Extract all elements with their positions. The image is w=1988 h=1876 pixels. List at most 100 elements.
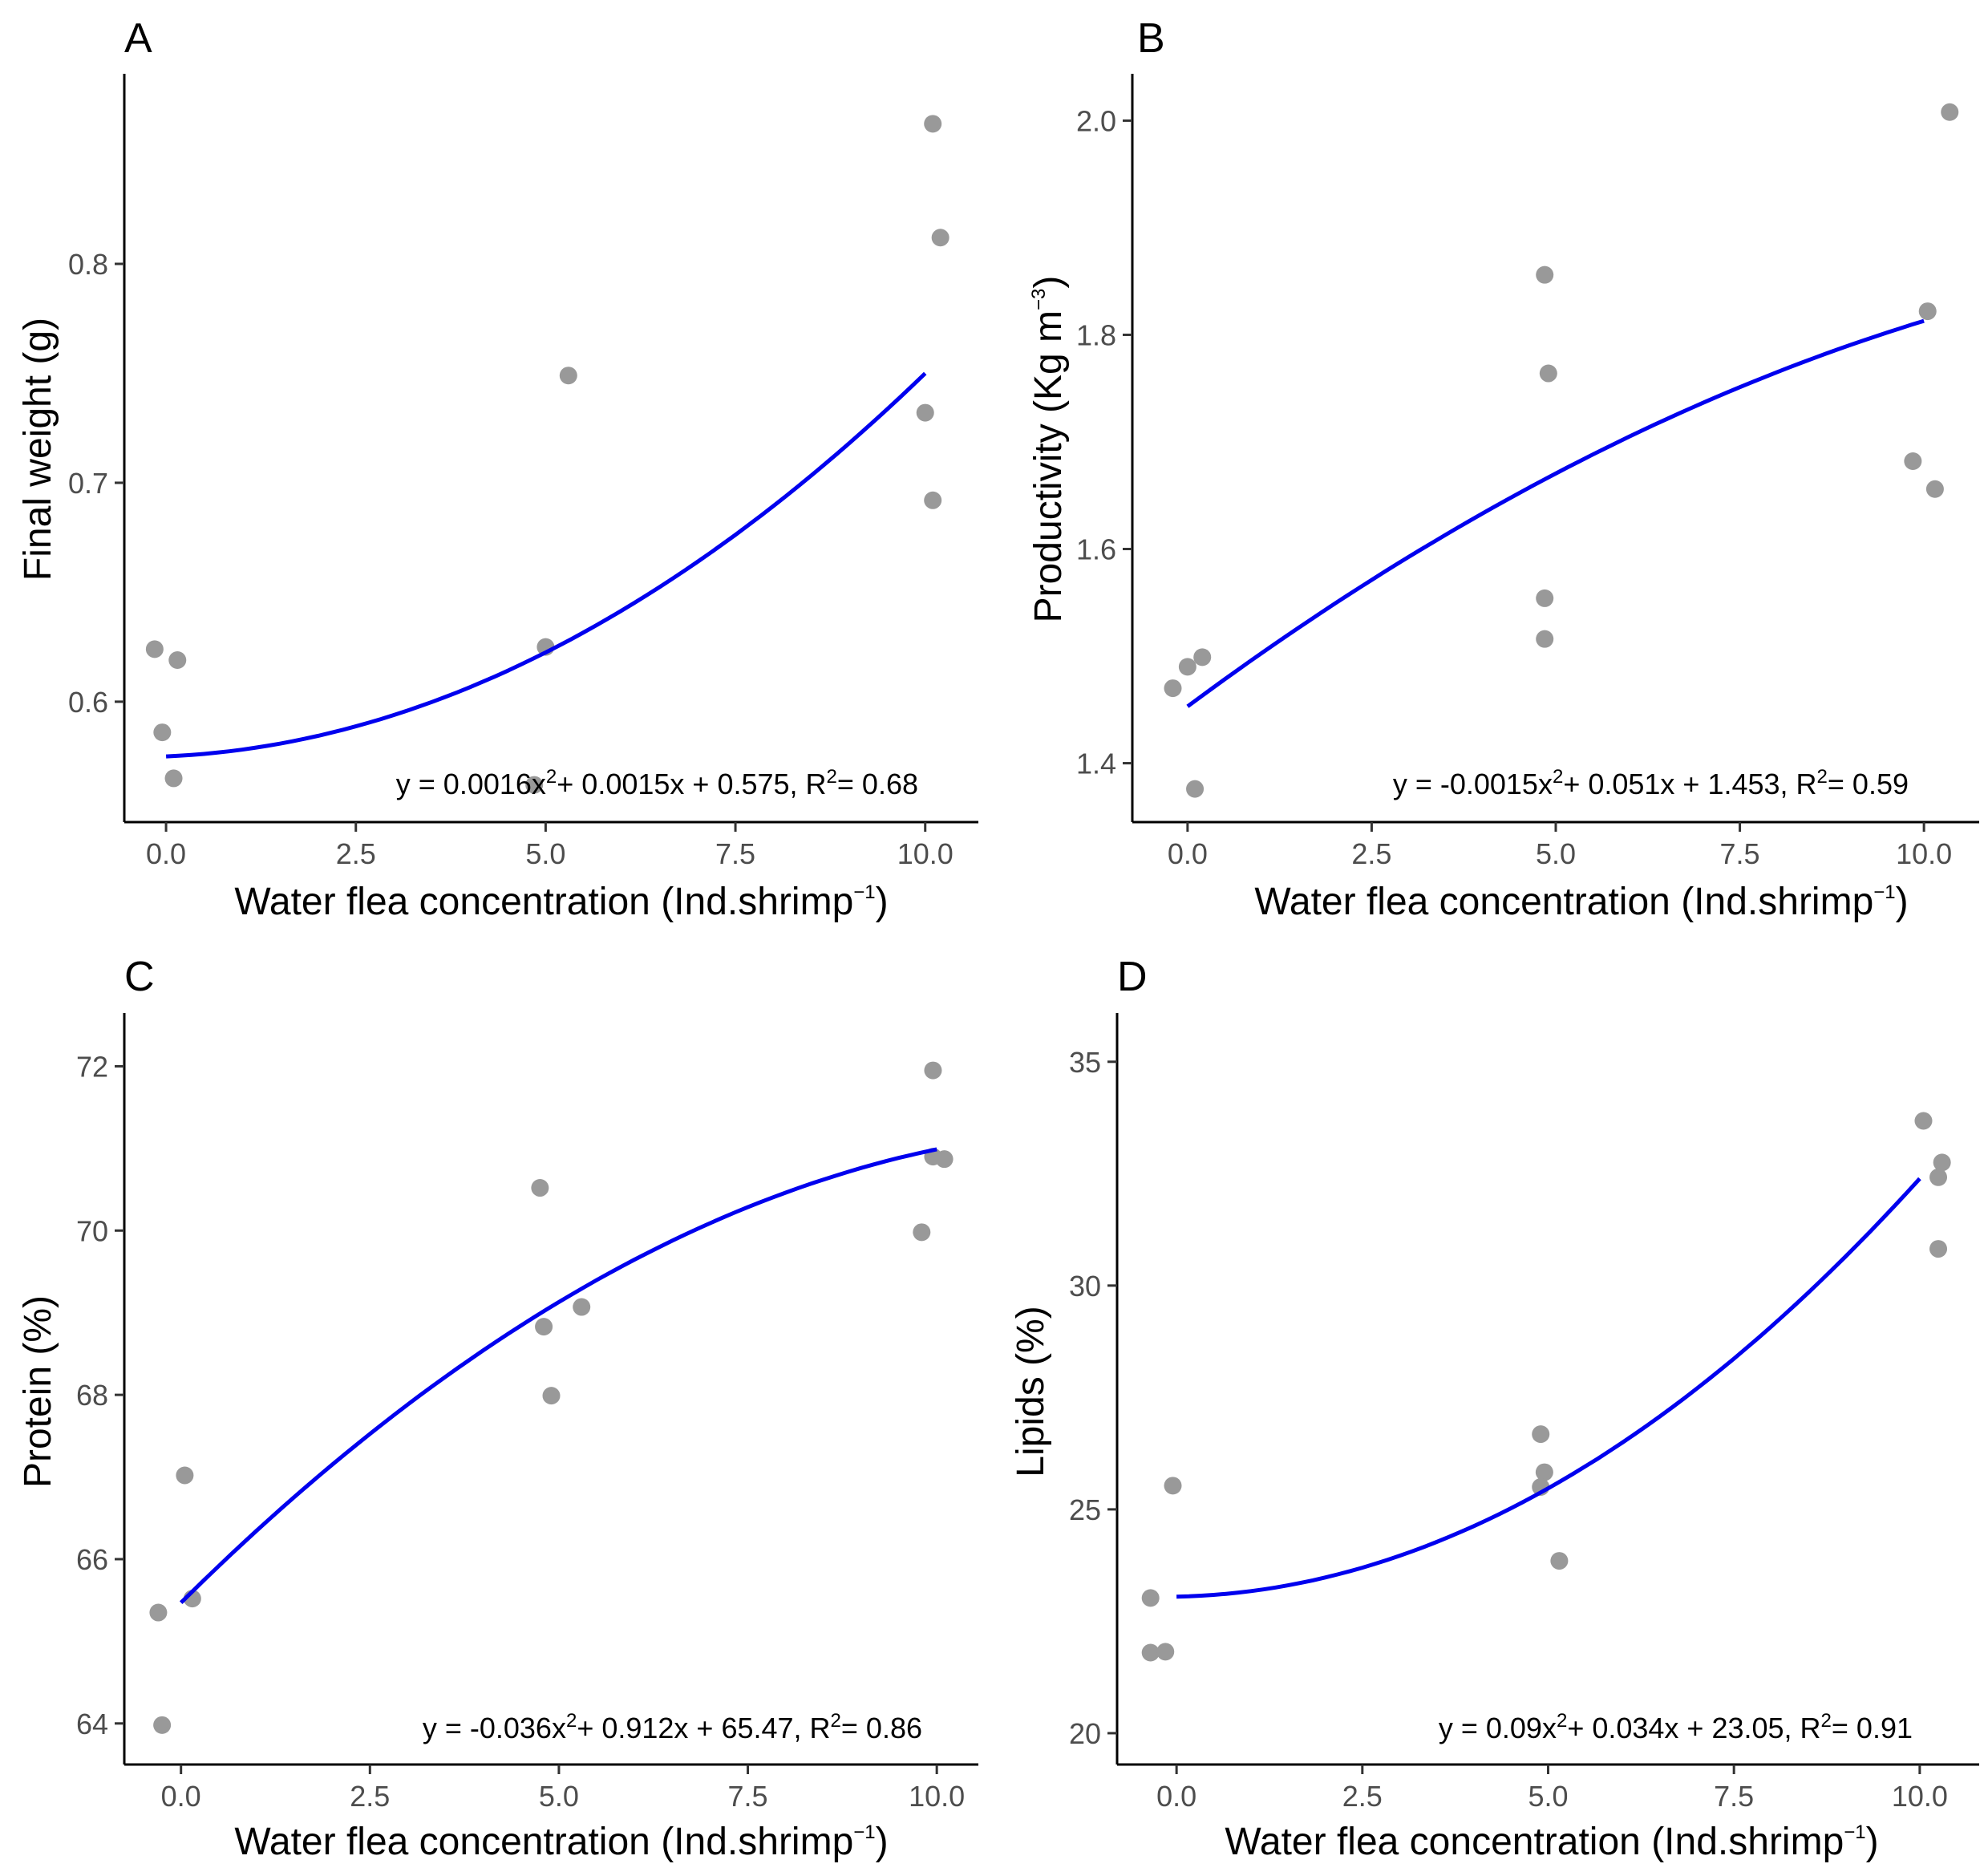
fit-line [165, 371, 927, 759]
data-point [924, 115, 942, 133]
data-point [1535, 1463, 1553, 1481]
x-axis-title-sup: −1 [853, 881, 875, 903]
x-axis-title-sup: −1 [1873, 881, 1895, 903]
x-tick-label: 5.0 [1528, 1780, 1568, 1813]
equation-middle: + 0.051x + 1.453, R [1563, 768, 1816, 800]
equation-sup2: 2 [1817, 766, 1828, 788]
y-tick-label: 72 [76, 1050, 108, 1083]
x-tick-label: 0.0 [1168, 837, 1208, 870]
y-tick-label: 35 [1069, 1046, 1101, 1079]
data-point [149, 1603, 168, 1622]
x-tick-label: 7.5 [1720, 837, 1760, 870]
equation-sup2: 2 [831, 1710, 841, 1732]
data-point [924, 491, 942, 509]
equation-annotation: y = 0.09x2+ 0.034x + 23.05, R2= 0.91 [1439, 1710, 1913, 1744]
data-point [153, 1716, 172, 1734]
y-tick-label: 68 [76, 1379, 108, 1412]
y-axis-title-text: Protein (%) [17, 1295, 59, 1488]
fit-line [179, 1147, 937, 1604]
x-tick-label: 10.0 [1892, 1780, 1948, 1813]
equation-middle: + 0.0015x + 0.575, R [557, 768, 826, 800]
x-axis-title: Water flea concentration (Ind.shrimp−1) [234, 1821, 888, 1863]
x-tick-label: 2.5 [1342, 1780, 1383, 1813]
data-point [1164, 679, 1182, 698]
x-axis-title: Water flea concentration (Ind.shrimp−1) [1225, 1821, 1878, 1863]
panel-b: B 0.0 2.5 5.0 7.5 10.0 1.4 1.6 1.8 2.0 Water flea … [1027, 15, 1979, 923]
fit-line [1176, 1177, 1921, 1599]
equation-annotation: y = -0.0015x2+ 0.051x + 1.453, R2= 0.59 [1393, 766, 1909, 800]
equation-suffix: = 0.68 [837, 768, 918, 800]
x-axis-title-end: ) [1866, 1821, 1879, 1863]
equation-sup: 2 [1553, 766, 1563, 788]
y-tick-label: 64 [76, 1708, 108, 1740]
y-axis-title-sup: −3 [1028, 289, 1050, 310]
y-axis-title: Protein (%) [17, 1295, 59, 1488]
equation-middle: + 0.912x + 65.47, R [577, 1712, 830, 1744]
x-tick-label: 10.0 [1896, 837, 1952, 870]
data-point [1941, 103, 1959, 121]
x-axis-title-sup: −1 [853, 1821, 875, 1843]
fit-line [1186, 318, 1925, 708]
x-axis-title-text: Water flea concentration (Ind.shrimp [1254, 881, 1873, 923]
y-axis-title-text: Productivity (Kg m [1027, 310, 1070, 622]
y-axis-title-end: ) [1027, 276, 1070, 289]
data-point [1914, 1112, 1933, 1130]
data-point [1141, 1643, 1160, 1662]
y-tick-label: 0.8 [68, 248, 108, 281]
x-tick-label: 2.5 [350, 1780, 390, 1813]
x-axis-title-sup: −1 [1844, 1821, 1865, 1843]
x-tick-label: 7.5 [715, 837, 755, 870]
data-point [1933, 1153, 1951, 1172]
x-axis-title-text: Water flea concentration (Ind.shrimp [234, 1821, 853, 1863]
y-axis-title-text: Final weight (g) [17, 318, 59, 581]
equation-prefix: y = 0.09x [1439, 1712, 1557, 1744]
data-point [525, 776, 544, 794]
data-point [1164, 1477, 1182, 1495]
data-point [145, 640, 164, 658]
x-tick-label: 10.0 [897, 837, 954, 870]
data-point [573, 1298, 591, 1316]
data-point [153, 723, 172, 742]
data-point [1539, 364, 1557, 383]
data-point [1532, 1425, 1550, 1444]
equation-suffix: = 0.91 [1832, 1712, 1913, 1744]
data-point [1904, 452, 1922, 471]
data-point [916, 403, 934, 422]
equation-suffix: = 0.86 [841, 1712, 922, 1744]
y-tick-label: 30 [1069, 1270, 1101, 1303]
equation-prefix: y = -0.0015x [1393, 768, 1553, 800]
x-tick-label: 7.5 [728, 1780, 768, 1813]
data-point [924, 1061, 942, 1080]
x-axis-title-end: ) [876, 1821, 889, 1863]
equation-sup2: 2 [827, 766, 837, 788]
data-point [1193, 648, 1212, 667]
data-point [931, 229, 949, 247]
data-point [168, 651, 187, 670]
data-point [531, 1179, 549, 1197]
y-tick-label: 70 [76, 1214, 108, 1247]
y-tick-label: 1.6 [1076, 533, 1116, 566]
panel-d: D 0.0 2.5 5.0 7.5 10.0 20 25 30 35 Water flea conc… [1010, 954, 1979, 1863]
panel-letter: B [1137, 15, 1165, 62]
data-point [1178, 658, 1196, 676]
x-axis-title-end: ) [1896, 881, 1909, 923]
data-point [1536, 589, 1554, 607]
equation-sup: 2 [566, 1710, 577, 1732]
equation-sup: 2 [1557, 1710, 1567, 1732]
data-point [164, 769, 183, 788]
data-point [1918, 302, 1937, 321]
panel-letter: C [124, 954, 155, 1000]
data-point [535, 1318, 553, 1336]
x-axis-title: Water flea concentration (Ind.shrimp−1) [234, 881, 888, 923]
equation-sup2: 2 [1821, 1710, 1832, 1732]
data-point [1536, 265, 1554, 284]
data-point [1929, 1168, 1948, 1186]
y-tick-label: 25 [1069, 1493, 1101, 1526]
equation-annotation: y = -0.036x2+ 0.912x + 65.47, R2= 0.86 [423, 1710, 922, 1744]
x-tick-label: 10.0 [909, 1780, 965, 1813]
equation-prefix: y = 0.0016x [396, 768, 546, 800]
equation-middle: + 0.034x + 23.05, R [1567, 1712, 1820, 1744]
y-tick-label: 0.6 [68, 686, 108, 719]
y-tick-label: 66 [76, 1543, 108, 1576]
